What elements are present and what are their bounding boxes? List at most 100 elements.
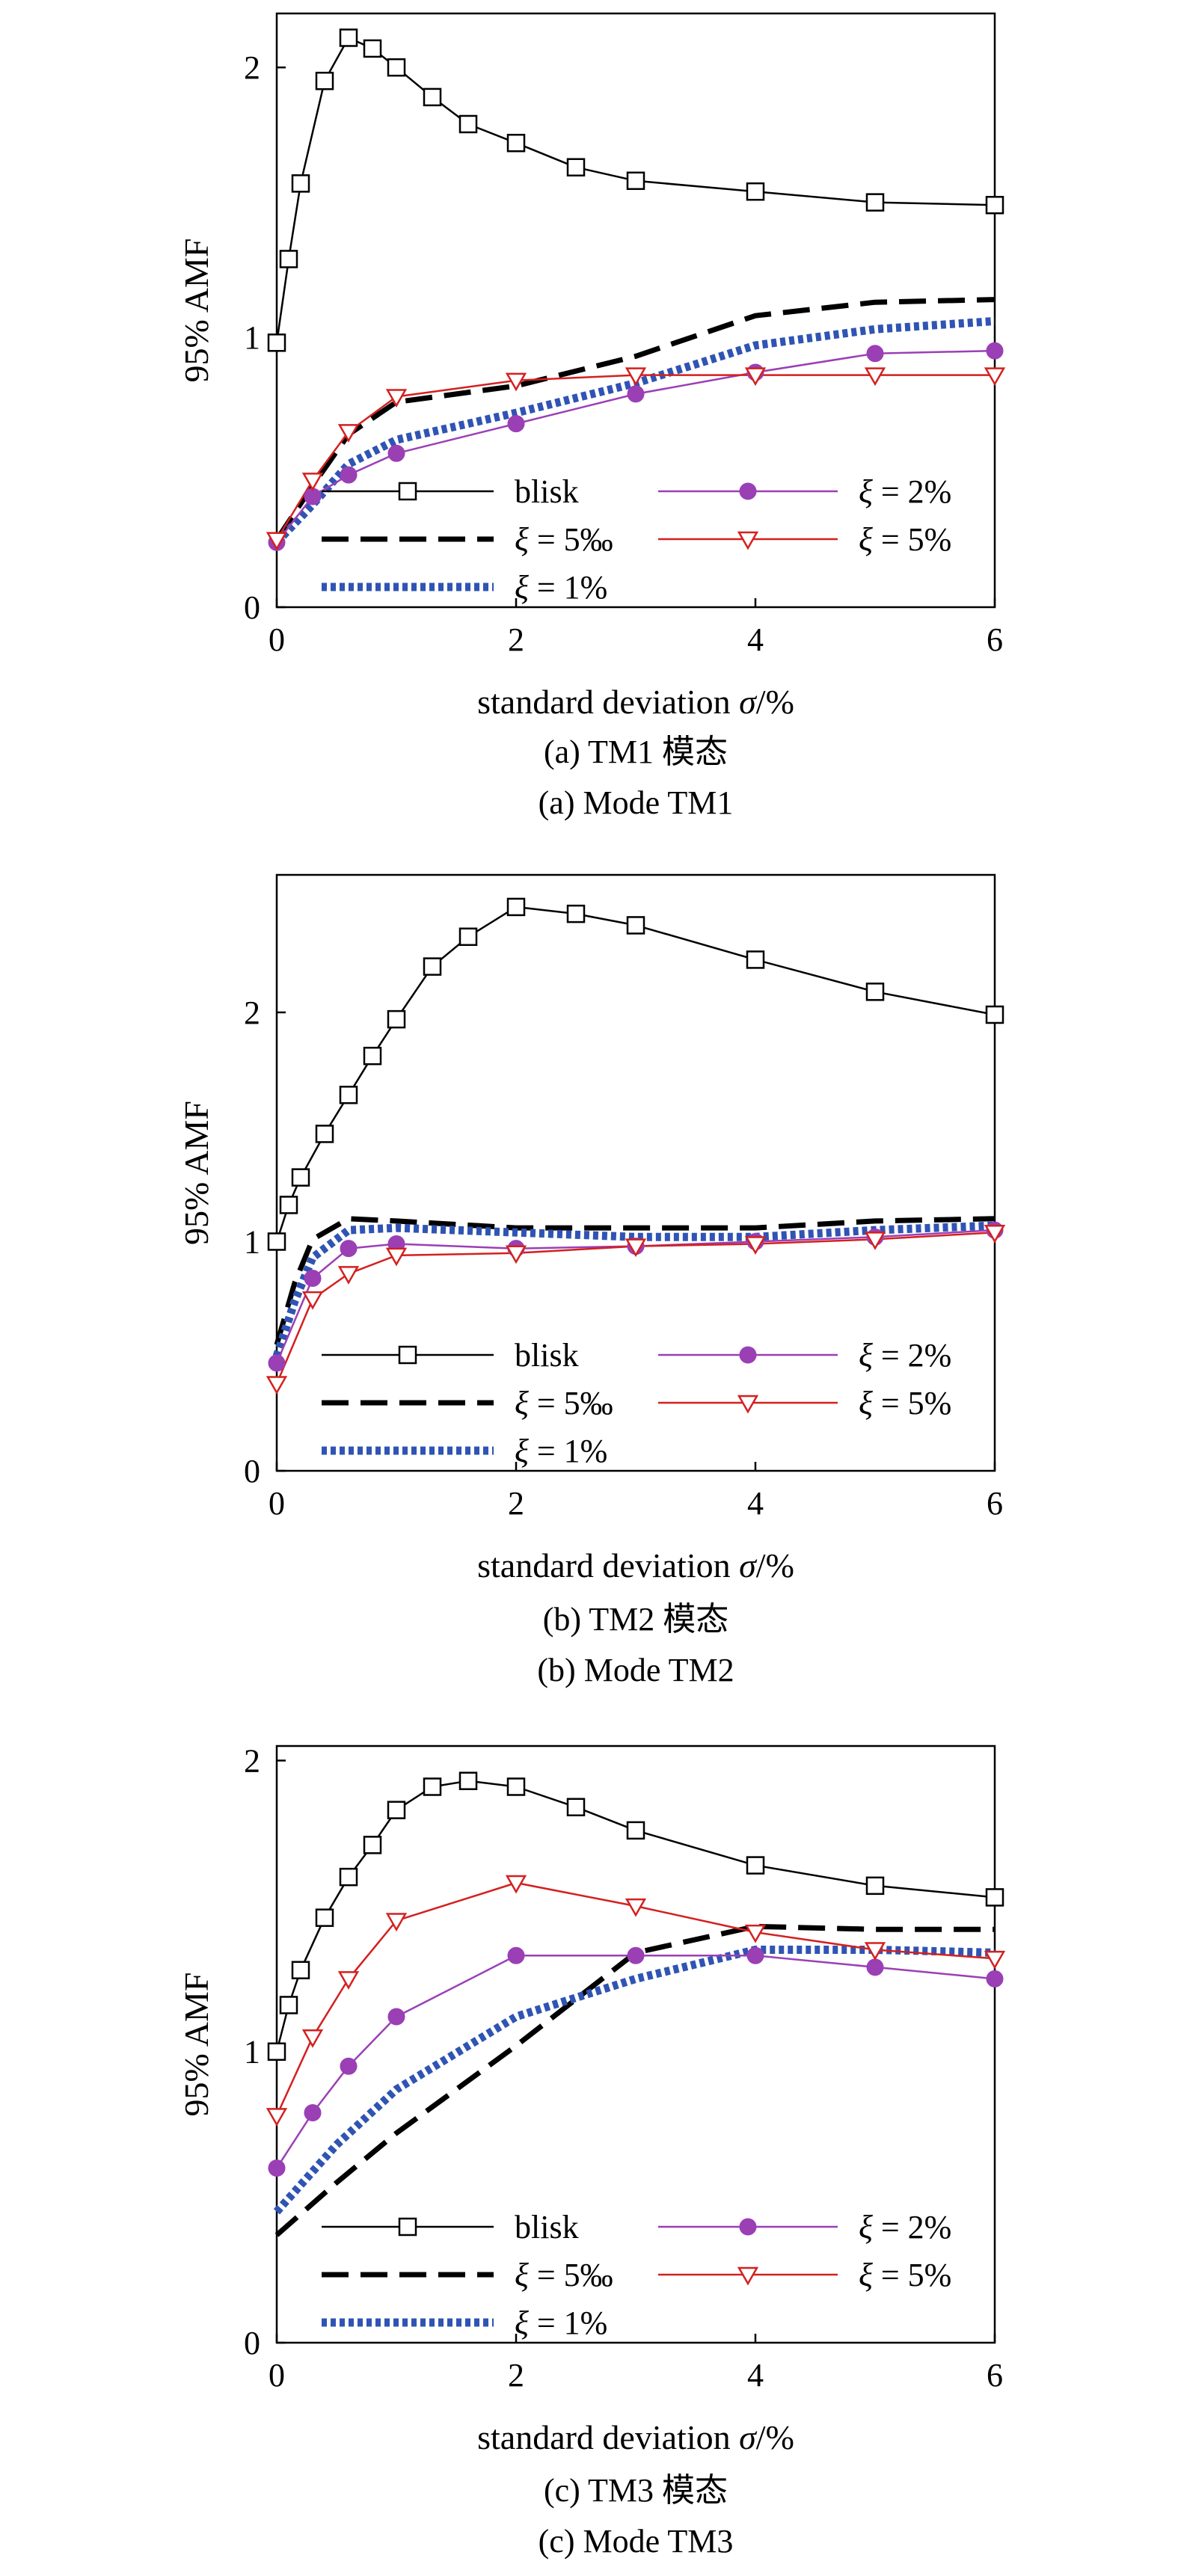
- legend-marker-4: [737, 2266, 759, 2286]
- data-point-3: [387, 444, 405, 462]
- data-point-0: [267, 333, 286, 352]
- data-point-4: [625, 1238, 647, 1258]
- data-point-0: [279, 1196, 298, 1214]
- data-point-4: [301, 473, 324, 491]
- data-point-3: [387, 2008, 405, 2026]
- data-point-3: [627, 385, 645, 403]
- data-point-0: [291, 1168, 310, 1187]
- y-axis-label: 95% AMF: [177, 1973, 215, 2117]
- data-point-3: [268, 1354, 286, 1372]
- x-tick-label: 6: [987, 2357, 1003, 2394]
- data-point-0: [626, 1821, 645, 1840]
- y-tick-label: 0: [244, 589, 260, 626]
- data-point-4: [337, 424, 360, 443]
- data-point-0: [506, 133, 526, 153]
- panel-tm3: 0 2 4 6 0 1 2 95% AMF standard deviation σ/% (c) …: [177, 1742, 1006, 2560]
- data-point-4: [505, 1245, 527, 1264]
- data-point-3: [340, 466, 358, 484]
- data-point-0: [566, 904, 586, 923]
- panel-tm1: 0 2 4 6 0 1 2 95% AMF standard deviation σ/% (a) …: [177, 12, 1006, 821]
- data-point-0: [339, 28, 358, 47]
- legend-label-4: ξ = 5%: [859, 1385, 951, 1421]
- data-point-4: [984, 1950, 1006, 1970]
- data-point-0: [387, 1009, 406, 1029]
- data-point-0: [458, 927, 478, 947]
- data-point-0: [458, 114, 478, 134]
- data-point-0: [506, 1777, 526, 1796]
- legend-label-3: ξ = 2%: [859, 473, 951, 510]
- data-point-3: [304, 1270, 322, 1288]
- legend-label-3: ξ = 2%: [859, 2209, 951, 2245]
- data-point-3: [866, 1958, 884, 1976]
- series-line-1: [274, 1216, 996, 1346]
- series-line-1: [274, 297, 996, 541]
- x-tick-label: 4: [747, 2357, 764, 2394]
- series-line-2: [274, 316, 996, 546]
- x-tick-label: 6: [987, 1485, 1003, 1522]
- data-point-0: [291, 1961, 310, 1979]
- data-point-4: [864, 1942, 886, 1961]
- data-point-0: [315, 1908, 334, 1927]
- data-point-3: [507, 415, 525, 433]
- legend-marker-0: [398, 1345, 417, 1365]
- data-point-0: [363, 39, 382, 58]
- data-point-3: [866, 345, 884, 363]
- plot-frame: [275, 12, 996, 609]
- caption-en: (b) Mode TM2: [537, 1652, 734, 1688]
- legend-marker-4: [737, 531, 759, 550]
- y-tick-label: 2: [244, 49, 260, 86]
- data-point-4: [337, 1266, 360, 1285]
- data-point-0: [506, 897, 526, 917]
- legend-marker-3: [739, 2218, 757, 2236]
- data-point-0: [291, 174, 310, 193]
- y-axis-label: 95% AMF: [177, 1101, 215, 1245]
- data-point-4: [984, 1224, 1006, 1244]
- y-tick-label: 2: [244, 1742, 260, 1779]
- series-line-4: [275, 1881, 996, 2116]
- legend-label-2: ξ = 1%: [515, 2305, 607, 2341]
- x-axis-label: standard deviation σ/%: [477, 683, 794, 721]
- series-line-2: [272, 1221, 996, 1358]
- legend-label-2: ξ = 1%: [515, 569, 607, 606]
- legend-label-2: ξ = 1%: [515, 1433, 607, 1469]
- legend-label-1: ξ = 5‰: [515, 1385, 613, 1421]
- series-line-0: [275, 906, 996, 1242]
- data-point-3: [986, 342, 1004, 360]
- data-point-4: [266, 2108, 288, 2127]
- data-point-4: [744, 1924, 767, 1943]
- y-tick-label: 1: [244, 2034, 260, 2071]
- caption-en: (a) Mode TM1: [539, 784, 734, 821]
- legend-label-4: ξ = 5%: [859, 2257, 951, 2293]
- data-point-0: [566, 158, 586, 176]
- data-point-3: [340, 2057, 358, 2075]
- data-point-0: [458, 1771, 478, 1790]
- data-point-3: [268, 2159, 286, 2177]
- x-axis-label: standard deviation σ/%: [477, 2418, 794, 2456]
- data-point-3: [507, 1946, 525, 1964]
- data-point-3: [304, 2103, 322, 2121]
- data-point-0: [423, 957, 442, 976]
- data-point-4: [301, 1291, 324, 1310]
- data-point-4: [625, 1898, 647, 1917]
- x-tick-label: 2: [508, 2357, 524, 2394]
- caption-cn: (b) TM2 模态: [543, 1601, 729, 1638]
- legend-marker-0: [398, 2217, 417, 2237]
- data-point-0: [339, 1086, 358, 1104]
- data-point-0: [339, 1867, 358, 1887]
- data-point-0: [865, 193, 885, 212]
- y-tick-label: 1: [244, 1223, 260, 1260]
- legend-label-1: ξ = 5‰: [515, 2257, 613, 2293]
- data-point-0: [315, 71, 334, 90]
- data-point-4: [984, 367, 1006, 387]
- series-line-1: [274, 1923, 995, 2237]
- plot-frame: [275, 873, 996, 1472]
- data-point-0: [985, 1888, 1004, 1907]
- y-tick-label: 2: [244, 995, 260, 1031]
- data-point-0: [566, 1798, 586, 1816]
- x-tick-label: 4: [747, 621, 764, 658]
- data-point-0: [985, 1005, 1004, 1024]
- x-tick-label: 0: [269, 621, 285, 658]
- data-point-4: [266, 1376, 288, 1395]
- data-point-0: [363, 1046, 382, 1066]
